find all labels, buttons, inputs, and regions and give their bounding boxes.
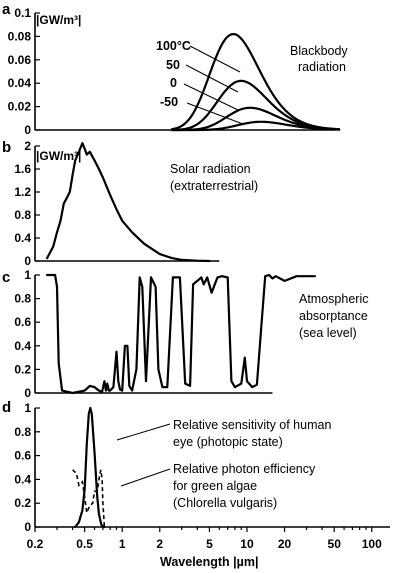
panel-b-letter: b xyxy=(2,139,11,156)
x-tick-label: 2 xyxy=(156,537,163,551)
x-tick-label: 0.5 xyxy=(76,537,93,551)
panel-a-ytick-label: 0.08 xyxy=(8,29,32,43)
blackbody-curve-4 xyxy=(170,120,341,132)
panel-a-letter: a xyxy=(2,1,11,18)
panel-a-annotation-line-1: Blackbody xyxy=(290,44,348,58)
panel-b-annotation-line-2: (extraterrestrial) xyxy=(170,179,258,193)
panel-c-letter: c xyxy=(2,269,10,286)
series-label-0: 0 xyxy=(170,76,177,90)
x-tick-label: 5 xyxy=(206,537,213,551)
panel-b-annotation-line-1: Solar radiation xyxy=(170,162,251,176)
x-tick-label: 0.2 xyxy=(27,537,44,551)
panel-b-series-1 xyxy=(45,142,211,263)
x-axis-label: Wavelength |µm| xyxy=(160,555,258,569)
panel-d-ytick-label: 0 xyxy=(24,520,31,534)
arrow-minus-50 xyxy=(186,102,244,125)
panel-c-ytick-label: 0.2 xyxy=(14,362,31,376)
panel-d-algae-line-1: Relative photon efficiency xyxy=(173,462,316,476)
panel-d-ytick-label: 0.6 xyxy=(14,449,31,463)
panel-d-series-1 xyxy=(74,406,106,529)
x-tick-label: 10 xyxy=(240,537,254,551)
panel-d-eye-line-2: eye (photopic state) xyxy=(173,435,283,449)
panel-d-series-2 xyxy=(72,469,106,528)
panel-a-annotation-line-2: radiation xyxy=(298,60,346,74)
panel-a-unit-label: |GW/m³| xyxy=(36,13,81,27)
panel-a-blackbody: a |GW/m³| Blackbody radiation 100°C 50 0… xyxy=(2,1,348,137)
panel-d-ytick-label: 0.2 xyxy=(14,496,31,510)
series-label-50: 50 xyxy=(166,58,180,72)
arrow-50 xyxy=(185,64,239,93)
panel-c-annotation-line-2: absorptance xyxy=(299,309,368,323)
panel-b-ytick-label: 0.8 xyxy=(14,208,31,222)
panel-a-ytick-label: 0.1 xyxy=(14,6,31,20)
panel-d-letter: d xyxy=(2,399,11,416)
arrow-algae xyxy=(120,468,171,487)
panel-c-ytick-label: 0 xyxy=(24,386,31,400)
panel-d-ytick-label: 1 xyxy=(24,401,31,415)
panel-b-ytick-label: 1.2 xyxy=(14,185,31,199)
panel-c-annotation-line-1: Atmospheric xyxy=(299,292,368,306)
panel-b-ytick-label: 0 xyxy=(24,254,31,268)
arrow-100c xyxy=(189,45,241,73)
panel-b-solar: b |GW/m³| Solar radiation (extraterrestr… xyxy=(2,139,258,268)
panel-d-algae-line-2: for green algae xyxy=(173,479,257,493)
series-label-minus-50: -50 xyxy=(160,95,178,109)
x-tick-label: 100 xyxy=(362,537,382,551)
panel-b-ytick-label: 1.6 xyxy=(14,162,31,176)
panel-d-sensitivity: d Relative sensitivity of human eye (pho… xyxy=(2,399,390,569)
x-tick-label: 50 xyxy=(328,537,342,551)
panel-c-ytick-label: 0.6 xyxy=(14,315,31,329)
series-label-100c: 100°C xyxy=(156,39,191,53)
arrow-eye xyxy=(116,423,171,441)
arrow-0 xyxy=(183,83,239,111)
panel-d-algae-line-3: (Chlorella vulgaris) xyxy=(173,496,277,510)
panel-b-ytick-label: 0.4 xyxy=(14,231,31,245)
panel-c-atmospheric: c Atmospheric absorptance (sea level) 0 0… xyxy=(2,268,368,400)
blackbody-curve-3 xyxy=(170,106,341,132)
panel-d-eye-line-1: Relative sensitivity of human xyxy=(173,418,331,432)
panel-c-ytick-label: 0.8 xyxy=(14,292,31,306)
panel-d-ytick-label: 0.4 xyxy=(14,472,31,486)
panel-c-series-1 xyxy=(45,273,316,395)
panel-b-unit-label: |GW/m³| xyxy=(36,149,81,163)
panel-a-ytick-label: 0.06 xyxy=(8,53,32,67)
panel-c-annotation-line-3: (sea level) xyxy=(299,326,357,340)
panel-c-ytick-label: 0.4 xyxy=(14,339,31,353)
panel-a-ytick-label: 0.02 xyxy=(8,100,32,114)
panel-b-ytick-label: 2 xyxy=(24,139,31,153)
x-tick-label: 20 xyxy=(278,537,292,551)
panel-a-ytick-label: 0.04 xyxy=(8,76,32,90)
panel-c-ytick-label: 1 xyxy=(24,268,31,282)
x-tick-label: 1 xyxy=(119,537,126,551)
panel-a-ytick-label: 0 xyxy=(24,123,31,137)
panel-d-ytick-label: 0.8 xyxy=(14,425,31,439)
